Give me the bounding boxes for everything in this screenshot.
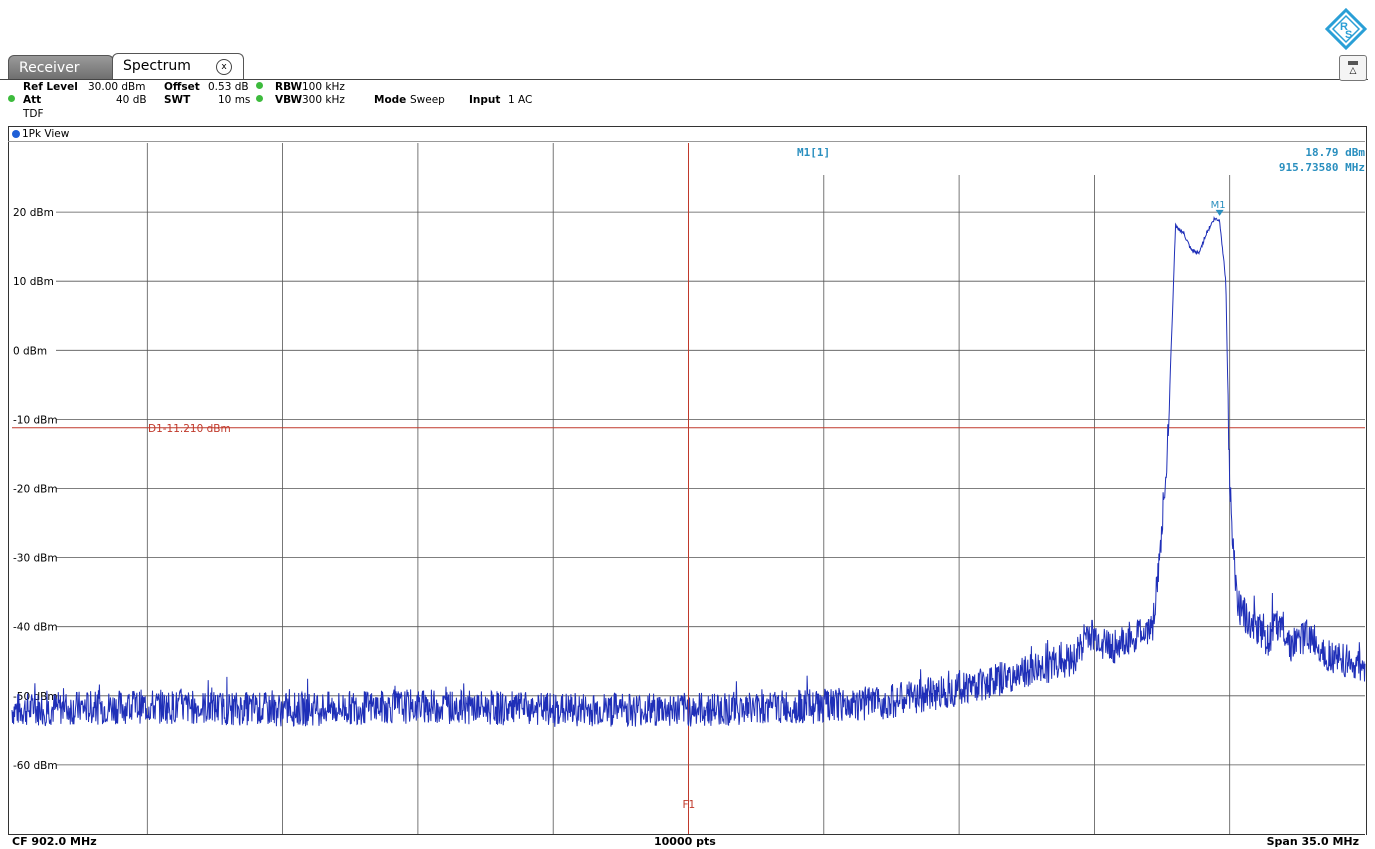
mode-value: Sweep [410, 94, 445, 106]
trace-view-label: 1Pk View [12, 128, 69, 140]
marker-m1-icon[interactable] [1215, 209, 1224, 216]
rbw-label: RBW [275, 81, 303, 93]
offset-value: 0.53 dB [208, 81, 249, 93]
rbw-value: 100 kHz [302, 81, 345, 93]
tick-label-bg [12, 412, 56, 425]
tick-label-bg [12, 550, 56, 563]
trace-1 [11, 216, 1366, 728]
y-tick-label: -10 dBm [13, 414, 58, 426]
tab-spectrum[interactable]: Spectrum [112, 53, 244, 80]
tick-label-bg [12, 757, 56, 770]
mode-label: Mode [374, 94, 407, 106]
marker-readout-level: 18.79 dBm [1305, 146, 1365, 159]
tab-bar: Receiver Spectrum x [8, 53, 1368, 80]
tab-receiver[interactable]: Receiver [8, 55, 114, 80]
marker-readout-name: M1[1] [797, 146, 831, 159]
y-tick-label: -60 dBm [13, 760, 58, 772]
tab-divider [0, 79, 1368, 80]
att-value: 40 dB [116, 94, 147, 106]
ref-level-value: 30.00 dBm [88, 81, 146, 93]
offset-label: Offset [164, 81, 200, 93]
transducer-indicator: TDF [23, 108, 44, 120]
footer-bar: CF 902.0 MHz 10000 pts Span 35.0 MHz [8, 834, 1365, 849]
frequency-line-f1-label: F1 [683, 799, 696, 811]
y-tick-label: 10 dBm [13, 276, 54, 288]
sweep-points: 10000 pts [654, 835, 716, 848]
display-line-d1-label: D1-11.210 dBm [148, 423, 231, 435]
span-value: Span 35.0 MHz [1266, 835, 1359, 848]
input-label: Input [469, 94, 501, 106]
multiview-button[interactable]: △ [1339, 55, 1367, 81]
tick-label-bg [12, 688, 56, 701]
swt-label: SWT [164, 94, 191, 106]
swt-value: 10 ms [218, 94, 251, 106]
rbw-coupled-indicator [256, 82, 263, 89]
vbw-value: 300 kHz [302, 94, 345, 106]
diagram-frame [8, 126, 1367, 835]
tick-label-bg [12, 619, 56, 632]
input-value: 1 AC [508, 94, 533, 106]
y-tick-label: 20 dBm [13, 207, 54, 219]
ref-level-label: Ref Level [23, 81, 78, 93]
close-tab-icon[interactable]: x [216, 59, 232, 75]
att-coupled-indicator [8, 95, 15, 102]
y-tick-label: -40 dBm [13, 622, 58, 634]
svg-text:S: S [1345, 29, 1352, 41]
vbw-label: VBW [275, 94, 303, 106]
tick-label-bg [12, 274, 56, 287]
y-tick-label: 0 dBm [13, 345, 47, 357]
marker-readout-frequency: 915.73580 MHz [1278, 161, 1365, 174]
tick-label-bg [12, 481, 56, 494]
center-frequency: CF 902.0 MHz [12, 835, 97, 848]
marker-m1-tag: M1 [1211, 200, 1226, 211]
y-tick-label: -30 dBm [13, 553, 58, 565]
settings-bar: Ref Level 30.00 dBm Offset 0.53 dB RBW 1… [0, 80, 1368, 124]
diagram-title-divider [8, 141, 1365, 142]
tick-label-bg [12, 205, 56, 218]
tick-label-bg [12, 343, 56, 356]
att-label: Att [23, 94, 42, 106]
y-tick-label: -20 dBm [13, 484, 58, 496]
rohde-schwarz-logo: R S [1325, 8, 1367, 50]
svg-text:R: R [1340, 21, 1348, 33]
vbw-coupled-indicator [256, 95, 263, 102]
